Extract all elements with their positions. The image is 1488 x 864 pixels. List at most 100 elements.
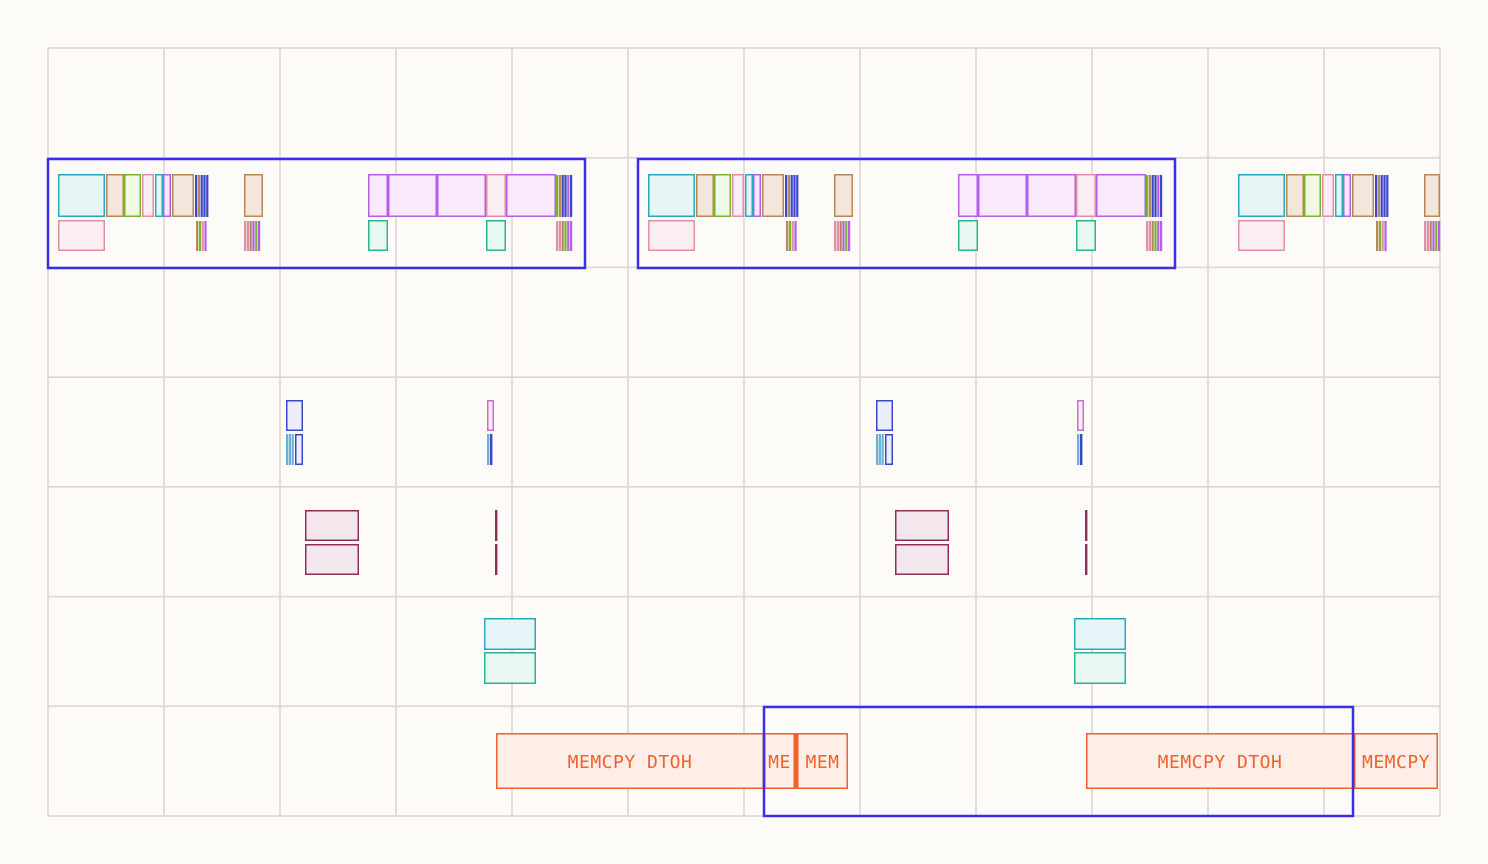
kernel-event[interactable] xyxy=(244,174,263,217)
kernel-event-thin[interactable] xyxy=(556,221,559,251)
kernel-event-thin[interactable] xyxy=(197,175,200,217)
kernel-event-thin[interactable] xyxy=(244,221,247,251)
kernel-event-thin[interactable] xyxy=(842,221,845,251)
kernel-event-thin[interactable] xyxy=(1148,221,1151,251)
kernel-event-thin[interactable] xyxy=(288,434,291,465)
kernel-event[interactable] xyxy=(484,618,536,650)
kernel-event[interactable] xyxy=(648,174,695,217)
kernel-event-thin[interactable] xyxy=(1438,221,1441,251)
kernel-event-thin[interactable] xyxy=(201,221,204,251)
kernel-event-thin[interactable] xyxy=(195,175,198,217)
kernel-event-thin[interactable] xyxy=(1154,221,1157,251)
kernel-event[interactable] xyxy=(437,174,486,217)
kernel-event-thin[interactable] xyxy=(1377,175,1380,217)
kernel-event-thin[interactable] xyxy=(1157,221,1160,251)
kernel-event[interactable] xyxy=(172,174,194,217)
kernel-event-thin[interactable] xyxy=(206,175,209,217)
kernel-event[interactable] xyxy=(155,174,163,217)
kernel-event-thin[interactable] xyxy=(793,175,796,217)
kernel-event-thin[interactable] xyxy=(1424,221,1427,251)
kernel-event-thin[interactable] xyxy=(255,221,258,251)
kernel-event[interactable] xyxy=(1238,220,1285,251)
kernel-event[interactable] xyxy=(368,220,388,251)
kernel-event-thin[interactable] xyxy=(1384,221,1387,251)
kernel-event[interactable] xyxy=(895,544,949,575)
kernel-event-thin[interactable] xyxy=(291,434,294,465)
kernel-event-thin[interactable] xyxy=(1148,175,1151,217)
kernel-event-thin[interactable] xyxy=(564,221,567,251)
selection-box[interactable] xyxy=(636,157,1177,270)
kernel-event[interactable] xyxy=(388,174,437,217)
kernel-event[interactable] xyxy=(484,652,536,684)
kernel-event[interactable] xyxy=(1076,220,1096,251)
kernel-event-thin[interactable] xyxy=(794,221,797,251)
kernel-event-thin[interactable] xyxy=(198,221,201,251)
kernel-event-thin[interactable] xyxy=(204,221,207,251)
kernel-event[interactable] xyxy=(1286,174,1304,217)
memcpy-event[interactable]: MEMCPY xyxy=(1354,733,1438,789)
kernel-event-thin[interactable] xyxy=(839,221,842,251)
kernel-event[interactable] xyxy=(978,174,1027,217)
kernel-event-thin[interactable] xyxy=(1080,434,1083,465)
kernel-event-thin[interactable] xyxy=(570,175,573,217)
kernel-event-thin[interactable] xyxy=(495,510,498,541)
kernel-event-thin[interactable] xyxy=(570,221,573,251)
kernel-event-thin[interactable] xyxy=(490,434,493,465)
kernel-event[interactable] xyxy=(753,174,761,217)
kernel-event-thin[interactable] xyxy=(1383,175,1386,217)
kernel-event[interactable] xyxy=(305,510,359,541)
kernel-event-thin[interactable] xyxy=(1426,221,1429,251)
kernel-event[interactable] xyxy=(124,174,141,217)
kernel-event-thin[interactable] xyxy=(796,175,799,217)
kernel-event[interactable] xyxy=(486,174,506,217)
kernel-event[interactable] xyxy=(1335,174,1343,217)
kernel-event-thin[interactable] xyxy=(1146,221,1149,251)
selection-box[interactable] xyxy=(762,705,1355,818)
kernel-event-thin[interactable] xyxy=(1435,221,1438,251)
kernel-event-thin[interactable] xyxy=(1146,175,1149,217)
kernel-event-thin[interactable] xyxy=(787,175,790,217)
kernel-event-thin[interactable] xyxy=(876,434,879,465)
kernel-event-thin[interactable] xyxy=(286,434,289,465)
kernel-event[interactable] xyxy=(762,174,784,217)
kernel-event[interactable] xyxy=(648,220,695,251)
kernel-event-thin[interactable] xyxy=(561,221,564,251)
kernel-event[interactable] xyxy=(1304,174,1321,217)
kernel-event-thin[interactable] xyxy=(495,544,498,575)
kernel-event[interactable] xyxy=(732,174,744,217)
kernel-event[interactable] xyxy=(142,174,154,217)
kernel-event-thin[interactable] xyxy=(1160,175,1163,217)
kernel-event-thin[interactable] xyxy=(1378,221,1381,251)
kernel-event-thin[interactable] xyxy=(785,175,788,217)
kernel-event[interactable] xyxy=(876,400,893,431)
kernel-event-thin[interactable] xyxy=(1160,221,1163,251)
kernel-event-thin[interactable] xyxy=(845,221,848,251)
kernel-event-thin[interactable] xyxy=(487,434,490,465)
kernel-event[interactable] xyxy=(1352,174,1374,217)
memcpy-event[interactable]: MEM xyxy=(797,733,848,789)
kernel-event[interactable] xyxy=(58,174,105,217)
kernel-event-thin[interactable] xyxy=(881,434,884,465)
kernel-event-thin[interactable] xyxy=(558,221,561,251)
kernel-event-thin[interactable] xyxy=(1085,544,1088,575)
kernel-event-thin[interactable] xyxy=(788,221,791,251)
kernel-event-thin[interactable] xyxy=(196,221,199,251)
memcpy-event[interactable]: MEMCPY DTOH xyxy=(1086,733,1354,789)
kernel-event-thin[interactable] xyxy=(1085,510,1088,541)
kernel-event-thin[interactable] xyxy=(564,175,567,217)
memcpy-box[interactable] xyxy=(1354,733,1438,789)
kernel-event-thin[interactable] xyxy=(252,221,255,251)
kernel-event[interactable] xyxy=(305,544,359,575)
kernel-event-thin[interactable] xyxy=(558,175,561,217)
kernel-event-thin[interactable] xyxy=(834,221,837,251)
kernel-event[interactable] xyxy=(714,174,731,217)
kernel-event-thin[interactable] xyxy=(1157,175,1160,217)
kernel-event[interactable] xyxy=(895,510,949,541)
kernel-event[interactable] xyxy=(1076,174,1096,217)
kernel-event[interactable] xyxy=(1074,618,1126,650)
kernel-event[interactable] xyxy=(1424,174,1440,217)
memcpy-box[interactable] xyxy=(797,733,848,789)
kernel-event[interactable] xyxy=(506,174,556,217)
kernel-event[interactable] xyxy=(1074,652,1126,684)
kernel-event[interactable] xyxy=(958,174,978,217)
